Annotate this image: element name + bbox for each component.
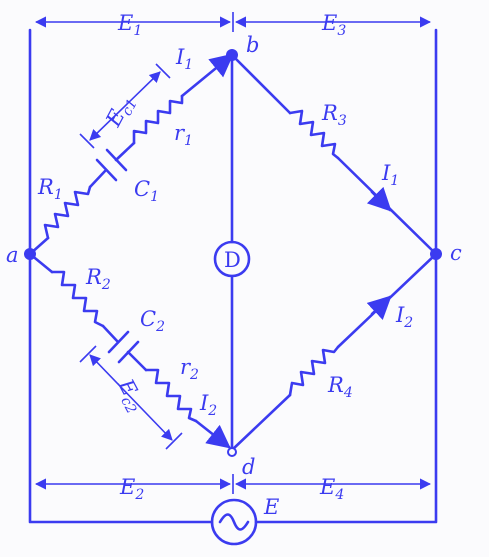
node-b bbox=[226, 49, 238, 61]
detector-symbol bbox=[213, 240, 251, 278]
dim-ec2-tick-a bbox=[79, 345, 97, 363]
wire-r1small-b bbox=[180, 53, 234, 98]
label-i2-bottom: I2 bbox=[199, 391, 217, 419]
wire-r2-c2 bbox=[101, 324, 120, 344]
right-frame-wire bbox=[254, 28, 438, 524]
label-i1-right: I1 bbox=[381, 161, 399, 189]
wire-c2-r2small bbox=[126, 350, 148, 372]
label-e2: E2 bbox=[119, 475, 144, 503]
resistor-r1 bbox=[43, 185, 92, 240]
label-r3: R3 bbox=[321, 101, 347, 129]
label-node-d: d bbox=[242, 455, 255, 479]
label-e4: E4 bbox=[319, 475, 344, 503]
current-arrow-i1-right bbox=[366, 186, 392, 212]
current-arrow-i2-right bbox=[366, 295, 392, 320]
label-source-e: E bbox=[263, 495, 279, 519]
dim-ec2-tick-b bbox=[165, 432, 183, 450]
dim-ec1-line bbox=[89, 71, 161, 141]
label-small-r2: r2 bbox=[180, 355, 199, 383]
label-e1: E1 bbox=[117, 11, 142, 39]
label-i2-right: I2 bbox=[395, 303, 413, 331]
left-frame-wire bbox=[28, 28, 214, 524]
dim-ec1-tick-b bbox=[155, 63, 171, 79]
label-node-c: c bbox=[450, 241, 462, 265]
dim-ec1-tick-a bbox=[79, 133, 95, 149]
wire-c1-r1small bbox=[114, 141, 136, 162]
label-node-b: b bbox=[246, 33, 259, 57]
label-small-r1: r1 bbox=[174, 121, 193, 149]
label-c2: C2 bbox=[140, 307, 165, 335]
label-r4: R4 bbox=[327, 373, 353, 401]
wire-r1-c1 bbox=[88, 168, 108, 189]
wire-d-r4 bbox=[230, 393, 292, 452]
resistor-r4 bbox=[288, 345, 340, 397]
label-detector: D bbox=[224, 248, 241, 272]
label-i1-top: I1 bbox=[175, 45, 193, 73]
node-c bbox=[430, 248, 442, 260]
node-d bbox=[227, 447, 237, 457]
label-r2: R2 bbox=[85, 265, 111, 293]
dim-ec2-line bbox=[89, 354, 173, 441]
node-a bbox=[24, 248, 36, 260]
label-node-a: a bbox=[6, 243, 19, 267]
label-e3: E3 bbox=[321, 11, 346, 39]
resistor-r2 bbox=[50, 270, 105, 328]
ac-source bbox=[210, 498, 258, 546]
resistor-r3 bbox=[288, 109, 340, 160]
wire-r2small-d bbox=[194, 419, 231, 449]
label-c1: C1 bbox=[134, 177, 159, 205]
label-r1: R1 bbox=[37, 175, 63, 203]
wire-b-r3 bbox=[230, 53, 292, 115]
